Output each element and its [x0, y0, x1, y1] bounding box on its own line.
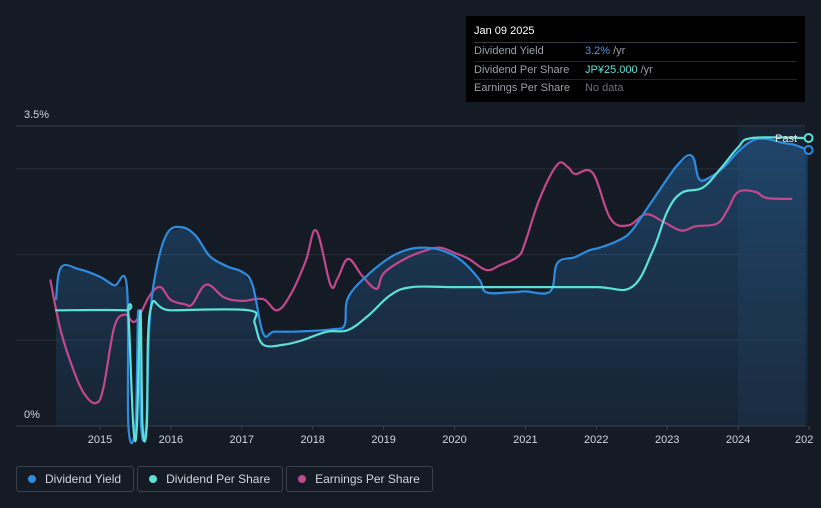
dividend-per-share-end-marker [803, 133, 814, 143]
axis-labels: 3.5% 0% 2015 2016 2017 2018 2019 2020 2021 2022 20… [24, 109, 813, 446]
legend-label: Earnings Per Share [315, 472, 420, 486]
tooltip-unit: /yr [640, 63, 653, 76]
tooltip-label: Earnings Per Share [474, 82, 570, 94]
legend-label: Dividend Yield [45, 472, 122, 486]
x-tick-label: 2016 [159, 434, 183, 446]
tooltip-label: Dividend Per Share [474, 63, 570, 76]
dividend-per-share-line [54, 136, 809, 443]
x-tick-label: 2015 [88, 434, 112, 446]
legend-item-dividend-per-share[interactable]: Dividend Per Share [137, 466, 284, 492]
series-lines [49, 133, 814, 445]
x-tick-label: 202 [795, 434, 813, 446]
tooltip-date: Jan 09 2025 [474, 22, 797, 43]
legend-item-dividend-yield[interactable]: Dividend Yield [16, 466, 135, 492]
dividend-yield-area [56, 138, 808, 426]
x-tick-label: 2024 [726, 434, 750, 446]
y-tick-label-top: 3.5% [24, 109, 49, 121]
x-tick-label: 2021 [513, 434, 537, 446]
legend-dot-icon [149, 475, 158, 483]
chart-legend: Dividend Yield Dividend Per Share Earnin… [16, 466, 433, 492]
tooltip-value: JP¥25.000 [585, 63, 638, 76]
x-tick-label: 2020 [442, 434, 466, 446]
x-tick-label: 2019 [371, 434, 395, 446]
tooltip-unit: /yr [613, 45, 626, 57]
dividend-yield-end-marker [803, 145, 814, 155]
y-tick-label-bottom: 0% [24, 409, 40, 421]
tooltip-row-earnings-per-share: Earnings Per Share No data [474, 80, 797, 98]
earnings-per-share-line [49, 161, 793, 405]
legend-dot-icon [28, 475, 36, 483]
tooltip-panel: Jan 09 2025 Dividend Yield 3.2% /yr Divi… [466, 16, 805, 102]
legend-dot-icon [298, 475, 307, 483]
x-tick-label: 2022 [584, 434, 608, 446]
x-tick-label: 2018 [300, 434, 324, 446]
past-label: Past [775, 133, 797, 145]
tooltip-label: Dividend Yield [474, 45, 544, 57]
tooltip-value: No data [585, 82, 624, 94]
tooltip-row-dividend-yield: Dividend Yield 3.2% /yr [474, 43, 797, 62]
dividend-yield-area-fill [56, 138, 808, 426]
legend-item-earnings-per-share[interactable]: Earnings Per Share [286, 466, 433, 492]
tooltip-row-dividend-per-share: Dividend Per Share JP¥25.000 /yr [474, 62, 797, 80]
tooltip-value: 3.2% [585, 45, 611, 57]
legend-label: Dividend Per Share [166, 472, 271, 486]
x-tick-label: 2017 [230, 434, 254, 446]
x-tick-label: 2023 [655, 434, 679, 446]
